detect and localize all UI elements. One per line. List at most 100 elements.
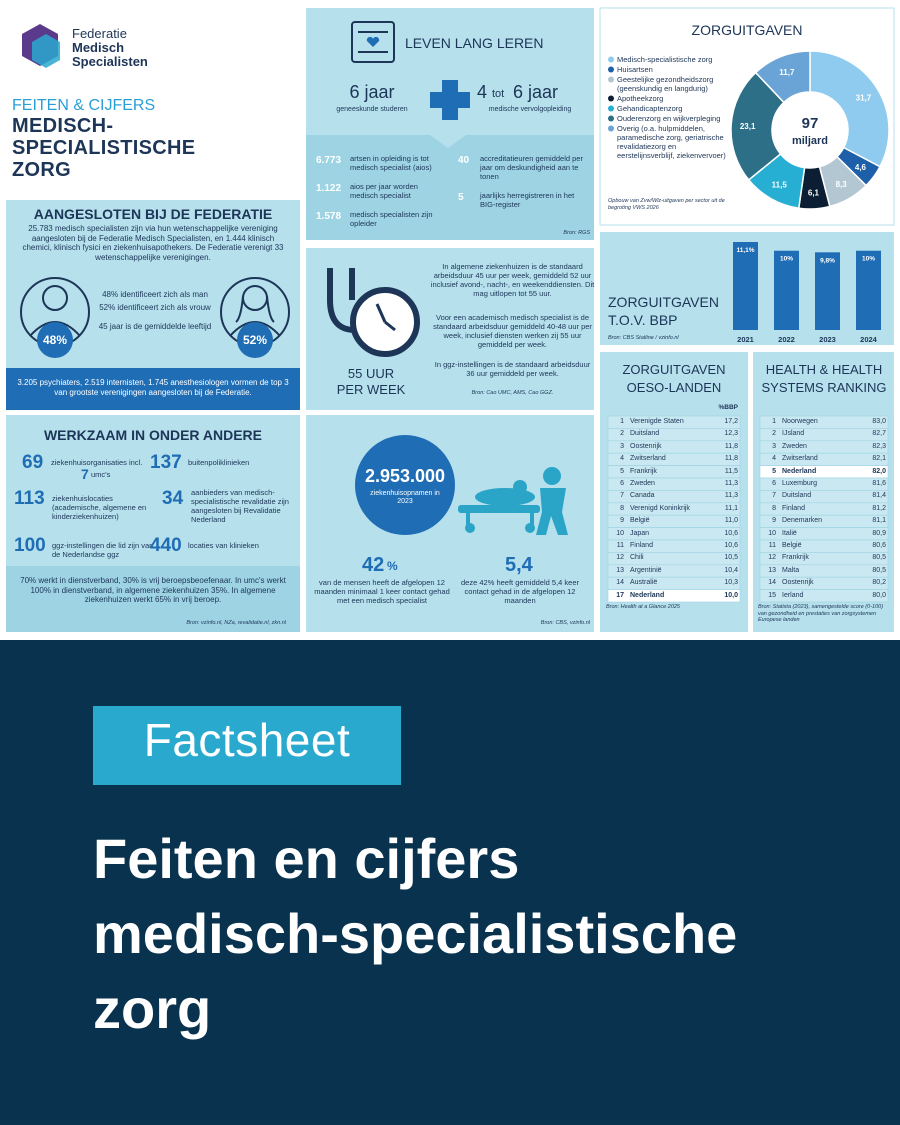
legend-label: Gehandicaptenzorg	[617, 104, 683, 113]
column-header: %BBP	[718, 404, 738, 411]
section-title: ZORGUITGAVEN	[691, 22, 803, 38]
country: Chili	[630, 554, 644, 562]
stat-number: 440	[150, 535, 182, 556]
panel-strip	[6, 566, 300, 632]
stat-number: 6.773	[316, 155, 342, 166]
stat-sub: ziekenhuisopnamen in 2023	[370, 490, 440, 506]
rank: 13	[768, 566, 776, 574]
rank: 14	[616, 579, 624, 587]
stat-number: 1.122	[316, 183, 342, 194]
country: België	[782, 542, 802, 549]
slice-label: 4,6	[855, 163, 867, 172]
score: 10,5	[724, 554, 738, 562]
legend-label: Geestelijke gezondheidszorg (geenskundig…	[617, 75, 714, 93]
country: Zwitserland	[630, 455, 666, 463]
intro-text: 25.783 medisch specialisten zijn via hun…	[22, 224, 284, 262]
score: 11,8	[724, 455, 738, 463]
slice-label: 8,3	[836, 180, 848, 189]
country: Japan	[630, 529, 650, 537]
legend-swatch	[608, 125, 614, 132]
rank: 5	[772, 467, 776, 475]
section-title: OESO-LANDEN	[626, 380, 722, 395]
kicker: FEITEN & CIJFERS	[12, 97, 156, 114]
logo-mark	[32, 34, 60, 68]
score: 81,2	[872, 504, 886, 512]
country: Oostenrijk	[782, 579, 814, 587]
country: Frankrijk	[782, 554, 809, 562]
legend-swatch	[608, 76, 614, 83]
table-row	[607, 589, 741, 603]
section-title: HEALTH & HEALTH	[765, 362, 883, 377]
legend-label: Medisch-specialistische zorg	[617, 55, 713, 64]
country: Canada	[630, 492, 655, 500]
score: 80,0	[872, 591, 886, 599]
score: 10,6	[724, 529, 738, 537]
score: 17,2	[724, 418, 738, 425]
section-title: ZORGUITGAVEN	[622, 362, 726, 377]
stat-text: medisch specialisten zijn opleider	[350, 210, 433, 228]
rank: 12	[616, 554, 624, 562]
section-title: SYSTEMS RANKING	[761, 380, 887, 395]
legend-label: Overig (o.a. hulpmiddelen, paramedische …	[617, 124, 726, 160]
rank: 9	[620, 517, 624, 525]
country: Oostenrijk	[630, 442, 662, 450]
country: Frankrijk	[630, 467, 657, 475]
score: 81,6	[872, 480, 886, 487]
score: 10,4	[724, 566, 738, 574]
score: 11,0	[724, 517, 738, 525]
stat-text: van de mensen heeft de afgelopen 12 maan…	[314, 578, 450, 605]
stat-number: 34	[162, 488, 184, 509]
score: 10,0	[724, 591, 738, 599]
rank: 3	[620, 442, 624, 450]
legend-label: Huisartsen	[617, 65, 653, 74]
note: Opbouw van Zvw/Wlz-uitgaven per sector u…	[608, 198, 725, 211]
country: IJsland	[782, 430, 805, 438]
country: Verenigde Staten	[630, 418, 684, 425]
score: 83,0	[872, 418, 886, 425]
stat-number: 113	[14, 488, 45, 509]
pct-label: 48%	[42, 333, 68, 347]
rank: 1	[620, 418, 624, 425]
bar-label: 9,8%	[820, 257, 835, 264]
stat-text: buitenpoliklinieken	[188, 458, 250, 467]
rank: 8	[620, 504, 624, 512]
pct-badge	[37, 322, 73, 358]
x-label: 2022	[778, 335, 795, 344]
x-label: 2021	[737, 335, 754, 344]
rank: 6	[620, 480, 624, 487]
stat-number: 40	[458, 155, 470, 166]
country: Duitsland	[782, 492, 812, 500]
country: Australië	[630, 579, 658, 587]
score: 11,1	[724, 504, 738, 512]
slice-label: 23,1	[740, 122, 756, 131]
score: 80,6	[872, 542, 886, 549]
stat-text: ziekenhuisorganisaties incl.	[51, 458, 143, 467]
section-title: WERKZAAM IN ONDER ANDERE	[43, 427, 263, 443]
rank: 13	[616, 566, 624, 574]
plus-icon	[430, 80, 470, 120]
certificate-icon	[351, 21, 395, 63]
rank: 5	[620, 467, 624, 475]
footer-text: 3.205 psychiaters, 2.519 internisten, 1.…	[17, 378, 289, 397]
country: Finland	[630, 542, 653, 549]
score: 81,4	[872, 492, 886, 500]
source: Bron: Statista (2023), samengestelde sco…	[758, 604, 884, 624]
stat-unit: %	[387, 559, 398, 573]
stat-text: umc's	[91, 470, 111, 479]
slice-label: 11,5	[772, 180, 788, 189]
legend-swatch	[608, 115, 614, 122]
rank: 8	[772, 504, 776, 512]
source: Bron: CBS Statline / vzinfo.nl	[608, 335, 679, 341]
panel-strip	[306, 135, 594, 240]
section-title: AANGESLOTEN BIJ DE FEDERATIE	[33, 206, 273, 222]
bar	[733, 242, 758, 330]
page-title: ZORG	[12, 159, 71, 181]
bar-label: 10%	[780, 256, 793, 263]
legend-swatch	[608, 95, 614, 102]
score: 11,5	[724, 467, 738, 475]
score: 80,2	[872, 579, 886, 587]
score: 81,1	[872, 517, 886, 525]
country: Nederland	[782, 467, 817, 475]
country: Ierland	[782, 591, 804, 599]
